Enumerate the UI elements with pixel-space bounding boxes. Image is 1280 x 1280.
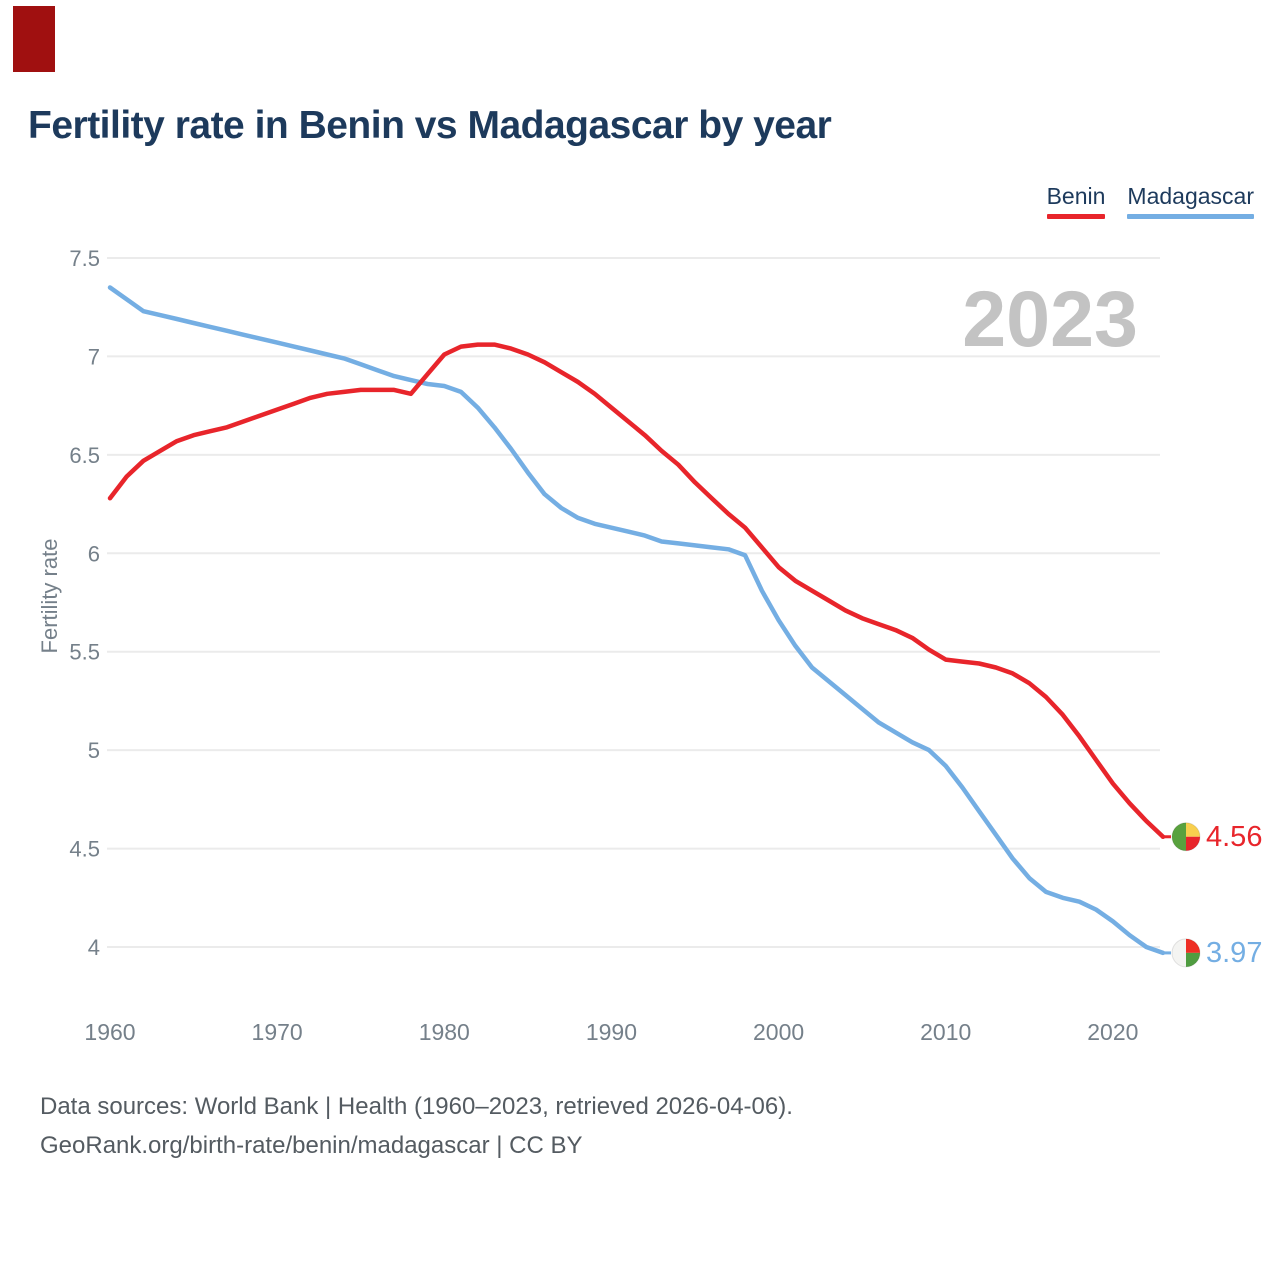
chart-footer: Data sources: World Bank | Health (1960–… [40,1087,793,1165]
data-sources-line: Data sources: World Bank | Health (1960–… [40,1093,793,1120]
y-tick-label: 7.5 [69,246,100,271]
benin-line [107,342,1166,840]
page-title: Fertility rate in Benin vs Madagascar by… [28,104,832,147]
chart-watermark: 2023 [962,274,1138,363]
x-tick-label: 2000 [753,1019,804,1045]
benin-flag-icon [1186,836,1200,851]
x-tick-label: 1970 [252,1019,303,1045]
benin-flag-ring [1171,822,1201,852]
y-axis-title: Fertility rate [37,539,62,654]
benin-end-value: 4.56 [1206,821,1262,853]
legend-color-bar-madagascar [1127,213,1254,219]
madagascar-end-value: 3.97 [1206,937,1262,969]
x-tick-label: 1980 [419,1019,470,1045]
x-tick-label: 2020 [1087,1019,1138,1045]
legend-color-bar-benin [1046,213,1106,219]
madagascar-line [107,285,1166,956]
legend-label-madagascar: Madagascar [1127,183,1254,209]
benin-flag-icon [1186,822,1200,837]
legend-item-benin[interactable]: Benin [1046,183,1106,219]
y-tick-label: 4.5 [69,837,100,862]
y-tick-label: 6 [88,541,100,566]
legend-label-benin: Benin [1046,183,1106,209]
legend-item-madagascar[interactable]: Madagascar [1127,183,1254,219]
chart-legend: Benin Madagascar [1046,183,1254,219]
x-tick-label: 2010 [920,1019,971,1045]
x-tick-label: 1960 [84,1019,135,1045]
madagascar-flag-icon [1186,952,1200,967]
y-tick-label: 5.5 [69,640,100,665]
corner-red-artifact-box [13,6,55,72]
y-tick-label: 4 [88,935,100,960]
y-tick-label: 6.5 [69,443,100,468]
benin-flag-icon [1172,822,1186,851]
attribution-line: GeoRank.org/birth-rate/benin/madagascar … [40,1132,583,1159]
madagascar-flag-ring [1171,938,1201,968]
madagascar-flag-icon [1172,938,1186,967]
x-tick-label: 1990 [586,1019,637,1045]
y-tick-label: 7 [88,344,100,369]
y-tick-label: 5 [88,738,100,763]
madagascar-flag-icon [1186,938,1200,953]
